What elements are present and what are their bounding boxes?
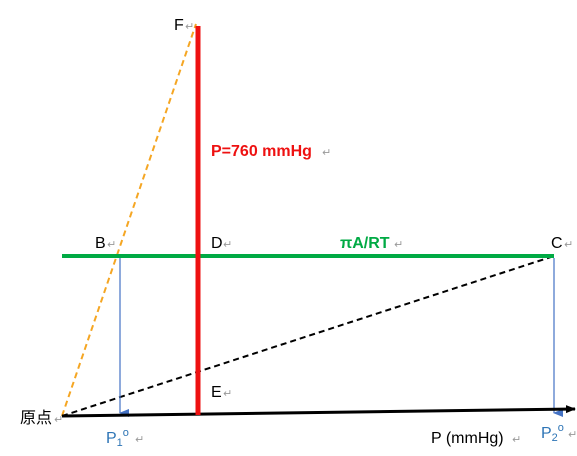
origin-to-c-dashed-line bbox=[61, 255, 555, 417]
svg-text:↵: ↵ bbox=[568, 428, 577, 441]
svg-text:P2o: P2o bbox=[541, 422, 564, 444]
label-p1: P1o ↵ bbox=[106, 427, 144, 449]
label-d: D bbox=[211, 235, 223, 252]
svg-text:↵: ↵ bbox=[185, 20, 194, 33]
svg-text:↵: ↵ bbox=[512, 433, 521, 446]
label-c: C bbox=[551, 235, 563, 252]
label-e: E bbox=[211, 384, 222, 401]
svg-text:↵: ↵ bbox=[564, 238, 573, 251]
svg-text:↵: ↵ bbox=[223, 238, 232, 251]
pressure-axis bbox=[61, 405, 576, 418]
label-f: F bbox=[174, 17, 184, 34]
label-pressure-line: P=760 mmHg bbox=[211, 143, 312, 160]
label-green-line: πA/RT bbox=[340, 235, 390, 252]
svg-text:↵: ↵ bbox=[394, 238, 403, 251]
label-p2: P2o ↵ bbox=[541, 422, 577, 444]
svg-text:P1o: P1o bbox=[106, 427, 129, 449]
svg-text:↵: ↵ bbox=[223, 387, 232, 400]
label-b: B bbox=[95, 235, 106, 252]
label-axis: P (mmHg) bbox=[431, 430, 504, 447]
svg-text:↵: ↵ bbox=[322, 146, 331, 159]
origin-to-f-dashed-line bbox=[61, 23, 197, 417]
label-origin: 原点 bbox=[20, 409, 52, 427]
svg-text:↵: ↵ bbox=[54, 413, 63, 426]
svg-text:↵: ↵ bbox=[107, 238, 116, 251]
svg-text:↵: ↵ bbox=[135, 433, 144, 446]
